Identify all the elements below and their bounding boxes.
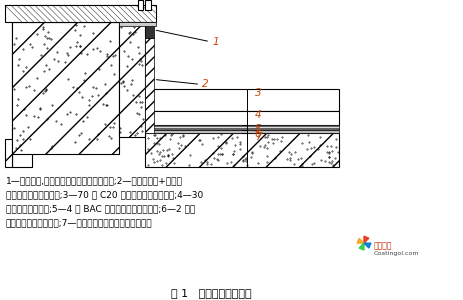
Bar bbox=[144, 89, 339, 111]
Text: 厚陶粒混凝土找坡;5—4 厚 BAC 耐根穿刺自粘防水卷材;6—2 厚非: 厚陶粒混凝土找坡;5—4 厚 BAC 耐根穿刺自粘防水卷材;6—2 厚非 bbox=[6, 204, 195, 213]
Text: Coatingol.com: Coatingol.com bbox=[374, 251, 419, 256]
Text: 3: 3 bbox=[255, 88, 262, 98]
Text: 图 1   种植屋面防水结构: 图 1 种植屋面防水结构 bbox=[171, 288, 252, 298]
Bar bbox=[144, 111, 339, 125]
Text: 1: 1 bbox=[212, 37, 219, 47]
Polygon shape bbox=[359, 243, 364, 250]
Bar bbox=[138, 0, 143, 10]
Bar bbox=[12, 22, 31, 167]
Text: 固化橡胶沥青防水涂料;7—钢筋混凝土屋面板（抛丸处理）: 固化橡胶沥青防水涂料;7—钢筋混凝土屋面板（抛丸处理） bbox=[6, 218, 152, 227]
Bar bbox=[5, 5, 156, 22]
Bar bbox=[144, 130, 339, 133]
Bar bbox=[119, 22, 144, 137]
Text: 2: 2 bbox=[202, 79, 209, 89]
Text: 6: 6 bbox=[255, 129, 262, 139]
Bar bbox=[144, 0, 150, 10]
Bar bbox=[144, 38, 154, 133]
Bar bbox=[144, 22, 154, 38]
Text: 1—压条固定,非固化橡胶沥青防水涂料密封;2—玻纤网格布+非固化: 1—压条固定,非固化橡胶沥青防水涂料密封;2—玻纤网格布+非固化 bbox=[6, 177, 182, 186]
Text: 7: 7 bbox=[255, 132, 262, 142]
Text: 橡胶沥青防水涂料加强;3—70 厚 C20 细石混凝土，内配钢筋;4—30: 橡胶沥青防水涂料加强;3—70 厚 C20 细石混凝土，内配钢筋;4—30 bbox=[6, 190, 203, 200]
Text: 5: 5 bbox=[255, 124, 262, 134]
Bar bbox=[119, 22, 156, 26]
Text: 4: 4 bbox=[255, 110, 262, 120]
Bar bbox=[144, 133, 339, 167]
Polygon shape bbox=[357, 238, 364, 243]
Polygon shape bbox=[364, 236, 369, 243]
Bar bbox=[12, 22, 119, 154]
Bar bbox=[144, 125, 339, 130]
Polygon shape bbox=[364, 243, 371, 248]
Text: 涂料在线: 涂料在线 bbox=[374, 241, 393, 250]
Bar bbox=[5, 139, 12, 167]
